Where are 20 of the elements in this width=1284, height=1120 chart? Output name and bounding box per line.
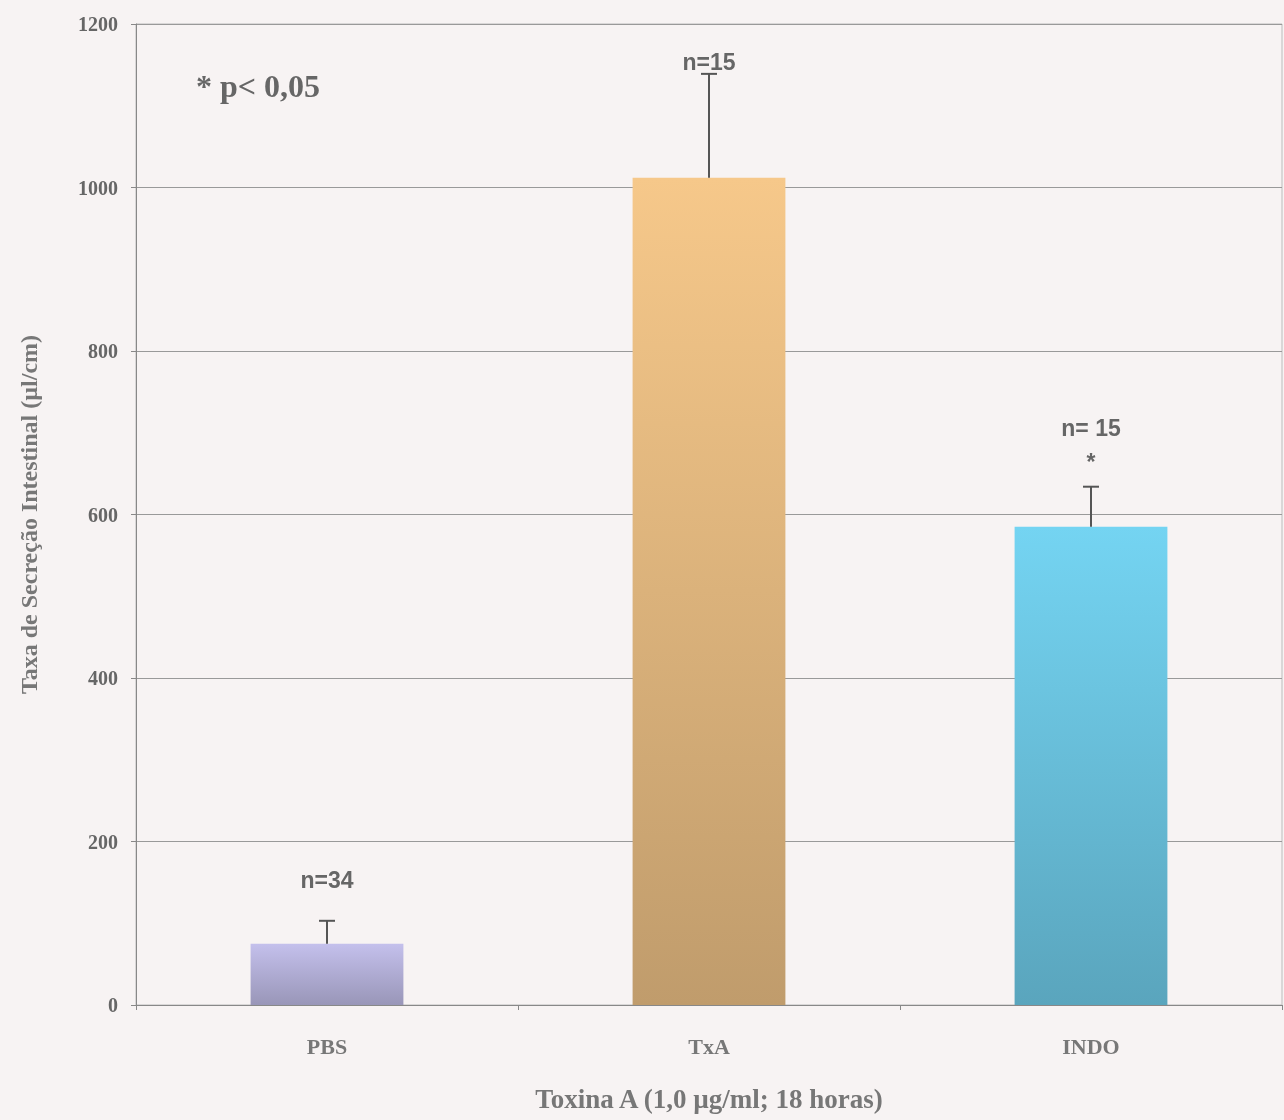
y-tick-label: 1200 <box>78 13 118 35</box>
y-tick-label: 800 <box>88 340 118 362</box>
y-axis-title: Taxa de Secreção Intestinal (µl/cm) <box>16 334 42 695</box>
x-axis-title: Toxina A (1,0 µg/ml; 18 horas) <box>535 1083 883 1114</box>
y-tick-label: 1000 <box>78 176 118 199</box>
bar <box>632 177 786 1005</box>
y-tick-label: 600 <box>88 503 118 526</box>
x-tick-label: TxA <box>688 1033 730 1059</box>
y-tick-label: 400 <box>88 667 118 689</box>
y-tick-label: 200 <box>88 830 118 853</box>
annotation: n= 15 <box>1061 414 1121 441</box>
x-tick-label: INDO <box>1062 1033 1120 1059</box>
bar <box>1014 526 1168 1005</box>
bar <box>250 943 404 1005</box>
annotation: n=34 <box>300 866 354 893</box>
annotation: * <box>1086 449 1096 476</box>
y-tick-label: 0 <box>108 994 118 1016</box>
x-tick-label: PBS <box>306 1033 348 1059</box>
annotation: n=15 <box>682 49 736 76</box>
annotation: * p< 0,05 <box>196 68 321 104</box>
